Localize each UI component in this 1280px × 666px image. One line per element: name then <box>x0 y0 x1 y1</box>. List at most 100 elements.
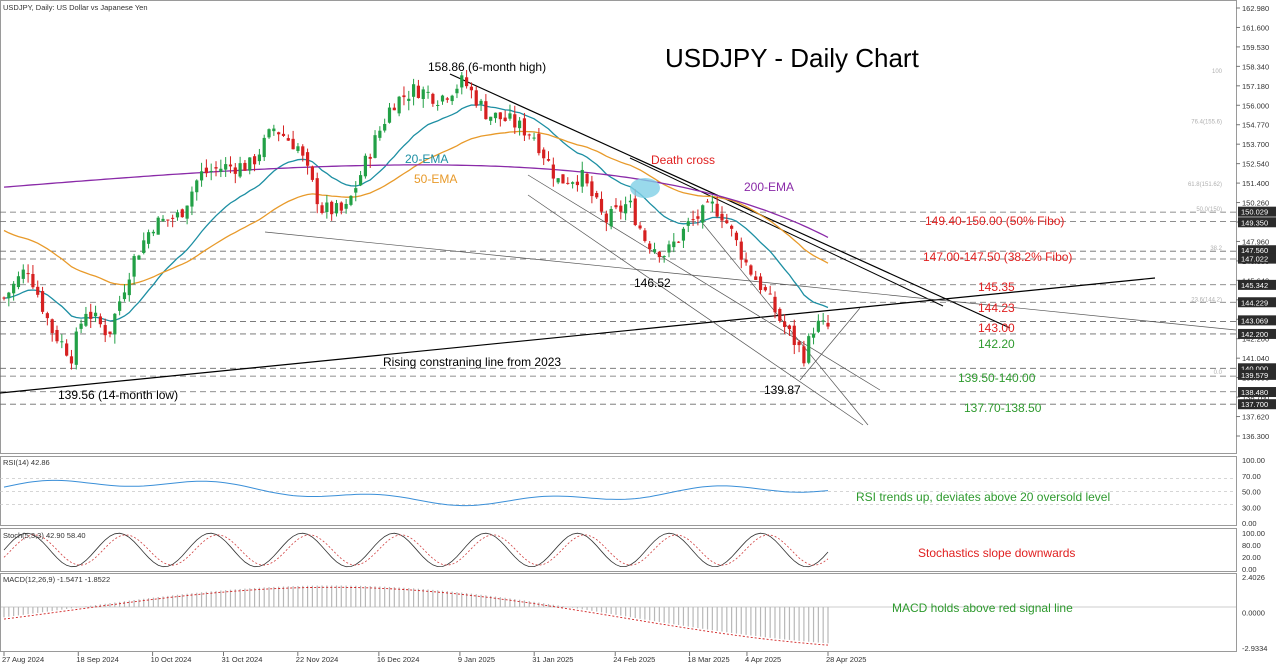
candle <box>118 295 122 316</box>
price-badge-label: 150.029 <box>1241 208 1268 217</box>
candle-body <box>79 323 83 329</box>
candle-body <box>778 308 782 321</box>
price-badge-label: 139.579 <box>1241 371 1268 380</box>
price-badge-label: 137.700 <box>1241 400 1268 409</box>
date-tick-label: 16 Dec 2024 <box>377 655 420 664</box>
falling-resistance-line <box>449 73 1011 329</box>
candle-body <box>233 167 237 174</box>
candle <box>354 181 358 202</box>
candle <box>474 86 478 108</box>
candle <box>60 334 64 349</box>
candle <box>21 264 25 284</box>
candle <box>204 159 208 178</box>
candle <box>325 195 329 219</box>
candle <box>609 206 613 230</box>
candle <box>349 195 353 207</box>
candle <box>811 327 816 345</box>
ema200-label: 200-EMA <box>744 180 794 194</box>
candle-body <box>354 188 358 193</box>
candle-body <box>132 256 136 277</box>
symbol-info: USDJPY, Daily: US Dollar vs Japanese Yen <box>3 3 148 12</box>
horizontal-levels <box>0 211 1236 405</box>
candle <box>749 264 753 277</box>
candle-body <box>209 170 213 172</box>
candle <box>243 159 247 171</box>
candle <box>436 100 440 111</box>
candle-body <box>397 96 401 114</box>
candle <box>590 175 594 204</box>
candle-body <box>811 333 816 338</box>
candle-body <box>508 113 512 119</box>
date-tick-label: 27 Aug 2024 <box>2 655 44 664</box>
candle-body <box>402 95 406 98</box>
candle <box>725 213 729 225</box>
rsi-frame <box>0 456 1237 526</box>
candle <box>672 233 676 253</box>
candle <box>571 181 575 189</box>
candle <box>551 157 555 187</box>
candle-body <box>257 154 261 162</box>
date-tick-label: 18 Sep 2024 <box>76 655 119 664</box>
level-142-label: 142.20 <box>978 337 1015 351</box>
candle-body <box>392 107 396 111</box>
candle-body <box>657 251 661 258</box>
candle-body <box>84 313 88 326</box>
candle <box>484 94 488 120</box>
price-badge-label: 143.069 <box>1241 316 1268 325</box>
rsi-tick-label: 70.00 <box>1242 472 1261 481</box>
candle-body <box>127 279 131 296</box>
rsi-tick-label: 50.00 <box>1242 488 1261 497</box>
candle <box>103 318 107 343</box>
candle-body <box>464 77 469 87</box>
rsi-tick-label: 100.00 <box>1242 456 1265 465</box>
candle-body <box>436 104 440 106</box>
price-badge-label: 149.350 <box>1241 218 1268 227</box>
candle-body <box>701 205 705 223</box>
candle <box>36 280 40 298</box>
candle-body <box>503 117 507 121</box>
price-badge <box>1238 297 1276 308</box>
price-badge-label: 138.480 <box>1241 388 1268 397</box>
candle <box>166 219 170 227</box>
candle <box>508 104 512 121</box>
price-badge <box>1238 328 1276 339</box>
candle <box>2 296 6 301</box>
candle-body <box>754 276 758 280</box>
candle <box>79 319 83 334</box>
candle <box>142 232 146 255</box>
candle <box>262 134 266 161</box>
candle <box>561 174 565 184</box>
candle-body <box>705 201 710 203</box>
candle-body <box>604 213 608 223</box>
candle-body <box>763 287 767 291</box>
candle-body <box>498 112 502 120</box>
candle <box>638 221 642 230</box>
candle-body <box>407 98 411 101</box>
price-tick-label: 147.960 <box>1242 237 1269 246</box>
candle-body <box>156 217 160 235</box>
candle-body <box>305 152 310 166</box>
price-tick-label: 156.000 <box>1242 101 1269 110</box>
ema50-line <box>3 130 829 286</box>
candle-body <box>267 129 271 138</box>
fibo-label: 76.4(155.6) <box>1191 120 1222 126</box>
candle-body <box>816 320 820 332</box>
candle-body <box>739 241 743 260</box>
candle-body <box>648 243 652 250</box>
candle <box>127 272 131 302</box>
rsi-line <box>3 479 829 507</box>
candle <box>378 126 382 141</box>
candle <box>291 130 295 150</box>
candle-body <box>373 135 377 158</box>
candle <box>161 215 165 222</box>
candle <box>440 94 445 105</box>
candle-body <box>180 209 184 218</box>
candle <box>739 237 743 269</box>
candle-body <box>440 95 445 102</box>
death-cross-marker <box>630 178 660 198</box>
candle <box>98 313 102 328</box>
candle-body <box>556 178 560 183</box>
candle <box>185 205 189 225</box>
candle-body <box>590 181 594 197</box>
candle <box>537 128 541 156</box>
